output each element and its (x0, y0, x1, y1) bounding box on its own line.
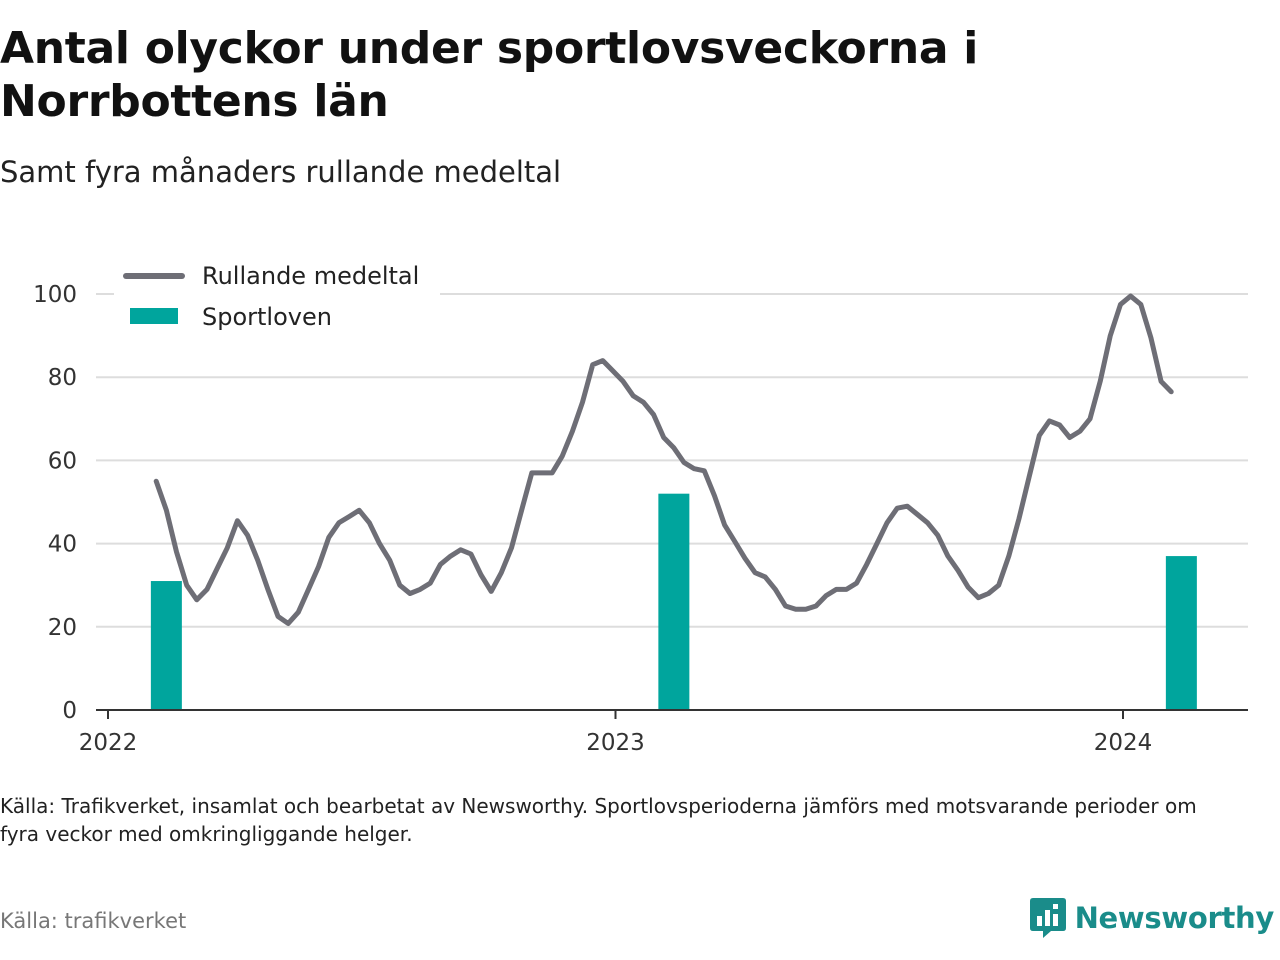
chart-title: Antal olyckor under sportlovsveckorna i … (0, 23, 979, 127)
bars-sportloven (150, 493, 1197, 710)
y-tick-label: 80 (48, 365, 77, 391)
footnote: Källa: Trafikverket, insamlat och bearbe… (0, 794, 1197, 846)
line-rullande-medeltal (153, 293, 1174, 626)
chart-subtitle: Samt fyra månaders rullande medeltal (0, 155, 562, 189)
y-tick-label: 60 (48, 448, 77, 474)
x-tick-label: 2023 (586, 730, 645, 756)
bar-sportloven (150, 581, 182, 710)
brand-name: Newsworthy (1074, 901, 1275, 935)
newsworthy-logo-icon (1029, 898, 1066, 938)
bar-sportloven (1165, 556, 1197, 710)
source-text: Källa: trafikverket (0, 909, 187, 933)
legend: Rullande medeltal Sportloven (114, 260, 440, 348)
legend-bar-swatch (130, 308, 178, 324)
legend-label-bar: Sportloven (202, 303, 332, 331)
line-path (153, 293, 1174, 626)
y-tick-label: 0 (62, 698, 77, 724)
legend-label-line: Rullande medeltal (202, 262, 419, 290)
axes: 0 20 40 60 80 100 2022 2023 2024 (33, 282, 1248, 756)
y-tick-label: 20 (48, 615, 77, 641)
chart: 0 20 40 60 80 100 2022 2023 2024 Rullande medelt… (33, 260, 1248, 756)
y-tick-label: 100 (33, 282, 77, 308)
x-tick-label: 2022 (79, 730, 138, 756)
x-tick-label: 2024 (1094, 730, 1153, 756)
newsworthy-logo: Newsworthy (1029, 896, 1274, 940)
bar-sportloven (658, 493, 690, 710)
y-tick-label: 40 (48, 532, 77, 558)
